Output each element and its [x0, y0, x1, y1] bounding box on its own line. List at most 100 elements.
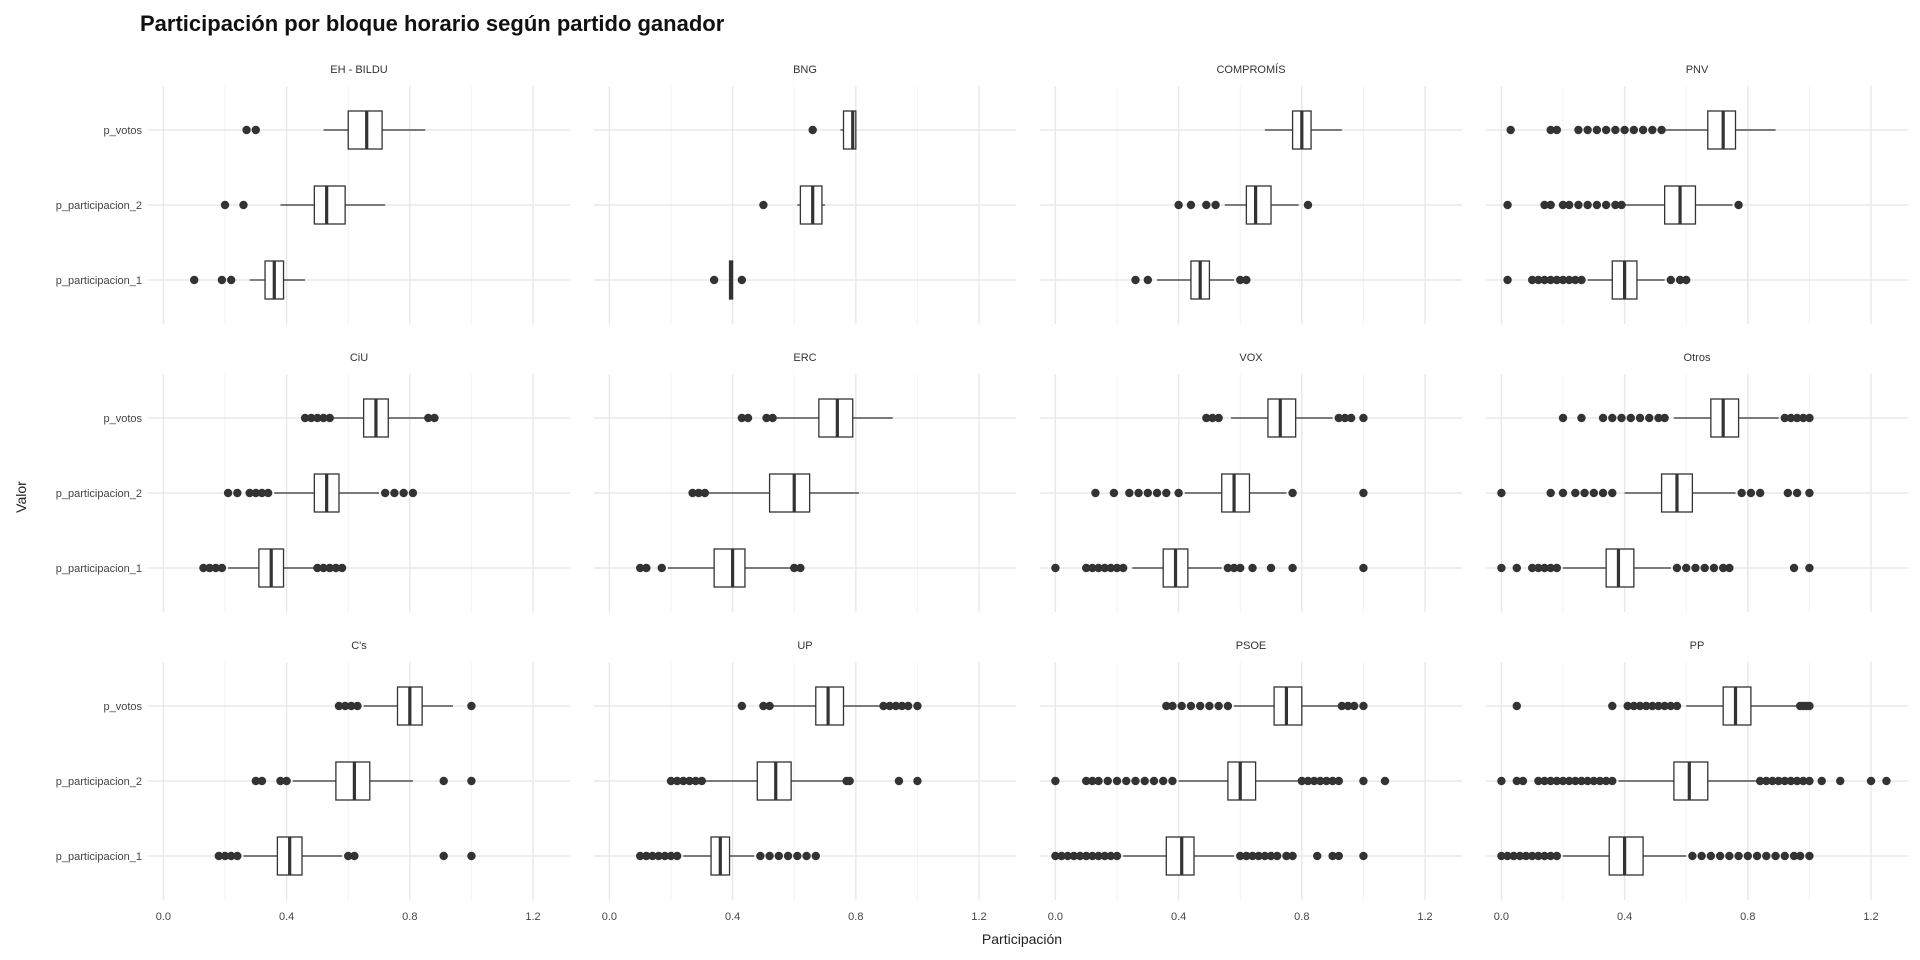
- outlier-point: [399, 488, 408, 498]
- boxplot-p_participacion_2: [688, 473, 859, 513]
- outlier-point: [1540, 851, 1549, 861]
- outlier-point: [1242, 851, 1251, 861]
- outlier-point: [1051, 563, 1060, 573]
- outlier-point: [1359, 701, 1368, 711]
- outlier-point: [1571, 488, 1580, 498]
- outlier-point: [1540, 563, 1549, 573]
- outlier-point: [214, 851, 224, 861]
- boxplot-p_participacion_1: [709, 260, 747, 300]
- outlier-point: [1282, 851, 1291, 861]
- outlier-point: [424, 413, 433, 423]
- y-axis-title: Valor: [13, 481, 29, 513]
- outlier-point: [1546, 200, 1555, 210]
- outlier-point: [1242, 275, 1251, 285]
- outlier-point: [1608, 701, 1617, 711]
- facet-strip-label: EH - BILDU: [330, 64, 388, 76]
- outlier-point: [1122, 776, 1131, 786]
- outlier-point: [1697, 851, 1706, 861]
- outlier-point: [1112, 776, 1122, 786]
- outlier-point: [1186, 701, 1196, 711]
- outlier-point: [1518, 776, 1528, 786]
- chart-title: Participación por bloque horario según p…: [140, 11, 725, 36]
- outlier-point: [1789, 563, 1799, 573]
- outlier-point: [1322, 776, 1331, 786]
- outlier-point: [1805, 776, 1814, 786]
- outlier-point: [1645, 413, 1654, 423]
- facet-panel: VOX: [1040, 352, 1462, 612]
- outlier-point: [211, 563, 220, 573]
- outlier-point: [1248, 851, 1257, 861]
- facet-strip-label: PP: [1690, 640, 1705, 652]
- outlier-point: [233, 851, 242, 861]
- outlier-point: [1540, 275, 1549, 285]
- outlier-point: [226, 275, 236, 285]
- outlier-point: [1780, 776, 1789, 786]
- outlier-point: [648, 851, 657, 861]
- outlier-point: [1574, 125, 1583, 135]
- outlier-point: [1328, 776, 1337, 786]
- outlier-point: [796, 563, 805, 573]
- outlier-point: [1558, 413, 1568, 423]
- outlier-point: [1672, 701, 1682, 711]
- outlier-point: [1112, 851, 1122, 861]
- outlier-point: [1509, 851, 1518, 861]
- outlier-point: [282, 776, 291, 786]
- boxplot-p_participacion_2: [1503, 185, 1743, 225]
- outlier-point: [903, 701, 913, 711]
- outlier-point: [1799, 776, 1808, 786]
- outlier-point: [1131, 275, 1140, 285]
- outlier-point: [239, 200, 248, 210]
- outlier-point: [331, 563, 341, 573]
- outlier-point: [1359, 851, 1368, 861]
- outlier-point: [1528, 275, 1537, 285]
- outlier-point: [1288, 851, 1297, 861]
- outlier-point: [891, 701, 901, 711]
- outlier-point: [353, 701, 362, 711]
- outlier-point: [1177, 701, 1186, 711]
- outlier-point: [319, 563, 328, 573]
- outlier-point: [1503, 275, 1512, 285]
- outlier-point: [1558, 488, 1568, 498]
- outlier-point: [666, 851, 676, 861]
- outlier-point: [1558, 200, 1568, 210]
- outlier-point: [1617, 200, 1626, 210]
- facet-panel: ERC: [594, 352, 1016, 612]
- outlier-point: [709, 275, 719, 285]
- outlier-point: [467, 776, 476, 786]
- y-tick-label: p_votos: [103, 413, 142, 425]
- outlier-point: [1660, 413, 1669, 423]
- outlier-point: [1795, 851, 1805, 861]
- outlier-point: [768, 413, 777, 423]
- outlier-point: [1057, 851, 1066, 861]
- outlier-point: [1297, 776, 1307, 786]
- y-tick-label: p_votos: [103, 701, 142, 713]
- boxplot-p_participacion_2: [1091, 473, 1368, 513]
- outlier-point: [1313, 851, 1322, 861]
- outlier-point: [347, 701, 356, 711]
- outlier-point: [325, 413, 334, 423]
- boxplot-p_votos: [334, 686, 476, 726]
- outlier-point: [1082, 563, 1091, 573]
- outlier-point: [220, 851, 230, 861]
- facet-strip-label: PSOE: [1236, 640, 1267, 652]
- outlier-point: [688, 488, 697, 498]
- facet-panel: COMPROMÍS: [1040, 63, 1462, 324]
- boxplot-p_votos: [808, 110, 857, 150]
- outlier-point: [1725, 851, 1734, 861]
- outlier-point: [1882, 776, 1891, 786]
- outlier-point: [1223, 563, 1233, 573]
- outlier-point: [1805, 488, 1814, 498]
- outlier-point: [217, 275, 227, 285]
- outlier-point: [1088, 563, 1097, 573]
- outlier-point: [1805, 563, 1814, 573]
- outlier-point: [1109, 488, 1119, 498]
- outlier-point: [1725, 563, 1734, 573]
- outlier-point: [1503, 200, 1512, 210]
- outlier-point: [1266, 563, 1276, 573]
- outlier-point: [251, 488, 261, 498]
- outlier-point: [1143, 488, 1153, 498]
- outlier-point: [672, 776, 682, 786]
- outlier-point: [1629, 701, 1639, 711]
- outlier-point: [1334, 851, 1343, 861]
- outlier-point: [1211, 200, 1220, 210]
